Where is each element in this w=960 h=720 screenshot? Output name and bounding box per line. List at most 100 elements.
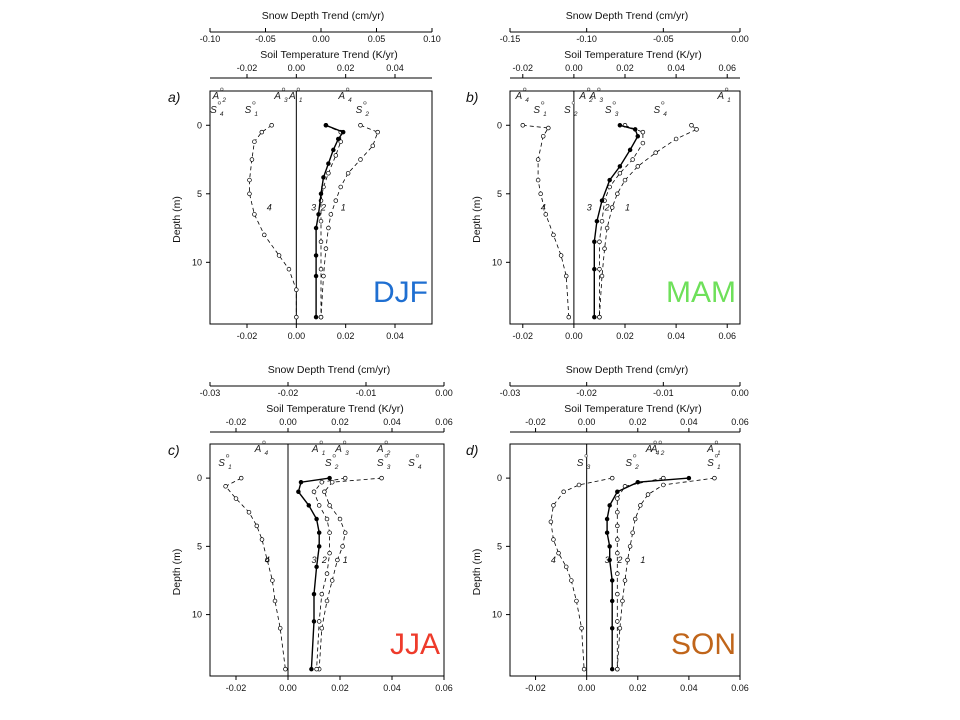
soil-temp-tick-label: 0.02 — [629, 417, 647, 427]
marker-point — [319, 440, 323, 444]
series-2-point — [617, 170, 623, 176]
snow-depth-tick-label: -0.15 — [500, 34, 521, 44]
series-4-point — [566, 314, 572, 320]
bottom-tick-label: 0.02 — [629, 683, 647, 693]
series-3-point — [313, 253, 319, 258]
snow-depth-tick-label: 0.10 — [423, 34, 441, 44]
soil-temp-axis-title: Soil Temperature Trend (K/yr) — [266, 403, 404, 415]
marker-point — [217, 101, 221, 105]
marker-point — [281, 87, 286, 91]
bottom-tick-label: 0.06 — [435, 683, 453, 693]
marker-subscript: 4 — [348, 97, 352, 104]
series-line-4 — [224, 477, 286, 670]
series-3-point — [607, 557, 612, 563]
marker-subscript: 3 — [387, 464, 391, 471]
marker-letter: A — [254, 444, 262, 455]
series-4-point — [269, 123, 274, 128]
chart-panel-a: -0.02 0.00 0.02 0.04 -0.02 0.00 0.02 0.04 Soil T… — [168, 10, 441, 341]
snow-depth-tick-label: 0.00 — [731, 388, 749, 398]
series-4-point — [252, 139, 257, 144]
panel-letter: d) — [466, 442, 478, 458]
bottom-tick-label: 0.06 — [718, 331, 736, 341]
series-1-point — [622, 177, 628, 183]
soil-temp-tick-label: -0.02 — [513, 63, 534, 73]
series-line-2 — [320, 124, 342, 318]
series-1-point — [329, 479, 335, 485]
season-label: DJF — [373, 276, 428, 309]
marker-letter: S — [210, 105, 217, 116]
series-4-point — [286, 266, 292, 272]
series-1-point — [340, 544, 345, 549]
curve-number-label: 2 — [320, 203, 326, 213]
plot-frame — [209, 90, 433, 325]
series-line-4 — [249, 124, 297, 318]
series-2-point — [319, 479, 325, 485]
soil-temp-tick-label: 0.02 — [331, 417, 349, 427]
curve-number-label: 4 — [267, 203, 272, 213]
series-3-point — [336, 136, 341, 142]
marker-point — [714, 440, 719, 444]
panel-letter: b) — [466, 89, 478, 105]
snow-depth-tick-label: -0.02 — [576, 388, 597, 398]
series-3-point — [617, 123, 623, 128]
series-2-point — [318, 314, 324, 320]
series-4-point — [247, 191, 252, 197]
series-1-point — [327, 503, 332, 508]
series-4-point — [563, 564, 569, 570]
series-2-point — [597, 266, 602, 272]
marker-point — [571, 101, 575, 105]
series-1-point — [689, 123, 694, 128]
series-2-point — [615, 619, 620, 624]
series-1-point — [604, 225, 610, 231]
series-4-point — [551, 537, 556, 542]
snow-depth-tick-label: -0.01 — [653, 388, 674, 398]
curve-number-label: 4 — [265, 555, 270, 565]
marker-subscript: 3 — [284, 97, 288, 104]
soil-temp-tick-label: 0.02 — [616, 63, 634, 73]
series-1-point — [319, 625, 325, 631]
soil-temp-tick-label: 0.04 — [680, 417, 698, 427]
series-2-point — [597, 314, 602, 320]
marker-letter: A — [273, 91, 281, 102]
series-line-3 — [606, 477, 689, 670]
series-4-point — [535, 177, 541, 183]
series-1-point — [335, 557, 340, 563]
series-4-point — [294, 314, 299, 320]
marker-point — [332, 454, 336, 458]
series-2-point — [630, 157, 635, 162]
series-3-point — [604, 516, 610, 522]
marker-letter: A — [212, 91, 220, 102]
series-3-point — [331, 147, 336, 153]
series-4-point — [540, 133, 546, 139]
marker-letter: A — [337, 91, 345, 102]
series-1-point — [328, 212, 334, 217]
snow-depth-tick-label: -0.03 — [500, 388, 521, 398]
marker-subscript: 4 — [418, 464, 422, 471]
panel-letter: a) — [168, 89, 180, 105]
series-4-point — [233, 496, 239, 501]
series-4-point — [609, 475, 615, 481]
series-1-point — [321, 273, 326, 279]
bottom-tick-label: 0.04 — [680, 683, 698, 693]
marker-point — [296, 87, 300, 91]
series-2-point — [316, 619, 322, 624]
series-3-point — [306, 503, 312, 508]
series-2-point — [342, 475, 348, 481]
series-3-point — [316, 212, 321, 217]
marker-letter: A — [311, 444, 319, 455]
marker-point — [262, 440, 266, 444]
curve-number-label: 1 — [625, 203, 630, 213]
soil-temp-tick-label: 0.02 — [337, 63, 355, 73]
series-1-point — [694, 127, 699, 132]
marker-letter: A — [514, 91, 522, 102]
curve-number-label: 3 — [311, 555, 316, 565]
series-2-point — [316, 503, 322, 508]
series-4-point — [556, 550, 561, 556]
